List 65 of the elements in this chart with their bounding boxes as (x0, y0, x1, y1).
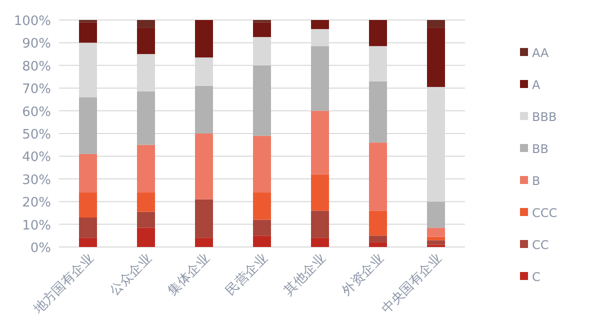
legend-label: C (532, 270, 540, 284)
bar (427, 28, 445, 87)
y-tick-label: 80% (22, 59, 51, 74)
bar (369, 210, 387, 236)
bar (311, 210, 329, 238)
legend-label: CCC (532, 206, 558, 220)
bar (195, 199, 213, 238)
x-tick-label: 公众企业 (107, 251, 155, 299)
bar (427, 228, 445, 237)
bar (427, 240, 445, 245)
x-tick-label: 其他企业 (281, 251, 329, 299)
legend-label: AA (532, 46, 550, 60)
bar (195, 134, 213, 200)
bar (195, 20, 213, 58)
bar (137, 212, 155, 228)
bar (137, 20, 155, 28)
y-tick-label: 90% (22, 36, 51, 52)
x-tick-label: 外资企业 (339, 251, 387, 299)
bar (79, 97, 97, 154)
bar (369, 236, 387, 242)
bar (137, 92, 155, 145)
bar (195, 86, 213, 134)
bar (137, 28, 155, 54)
bar (137, 192, 155, 212)
bar (369, 81, 387, 143)
y-tick-label: 30% (22, 172, 51, 188)
legend-label: CC (532, 238, 549, 252)
y-tick-label: 100% (14, 14, 51, 29)
x-tick-label: 集体企业 (165, 251, 213, 299)
bar (311, 46, 329, 111)
bar (427, 20, 445, 28)
bar (253, 22, 271, 38)
bar (253, 192, 271, 220)
bar (79, 217, 97, 238)
bar (137, 144, 155, 193)
bar (253, 220, 271, 236)
bar (427, 202, 445, 228)
bar (253, 236, 271, 247)
legend-label: BB (532, 142, 548, 156)
bar (369, 242, 387, 247)
bar (369, 142, 387, 211)
legend-label: A (532, 78, 541, 92)
bar (311, 110, 329, 174)
y-tick-label: 60% (22, 104, 51, 120)
bar (79, 238, 97, 247)
bar (195, 238, 213, 247)
bar (79, 22, 97, 43)
bar (79, 154, 97, 193)
y-tick-label: 0% (30, 241, 51, 256)
bar (137, 228, 155, 247)
y-tick-label: 70% (22, 82, 51, 98)
bar (253, 65, 271, 136)
bar (311, 20, 329, 30)
legend-label: B (532, 174, 540, 188)
y-tick-label: 20% (22, 196, 51, 211)
y-tick-label: 50% (22, 128, 51, 142)
y-tick-label: 10% (22, 218, 51, 234)
bar (311, 174, 329, 211)
legend-label: BBB (532, 110, 557, 124)
y-tick-label: 40% (22, 150, 51, 166)
bar (311, 238, 329, 247)
bar (253, 136, 271, 193)
x-tick-label: 民营企业 (223, 251, 271, 299)
bar (79, 192, 97, 218)
bar (369, 20, 387, 46)
